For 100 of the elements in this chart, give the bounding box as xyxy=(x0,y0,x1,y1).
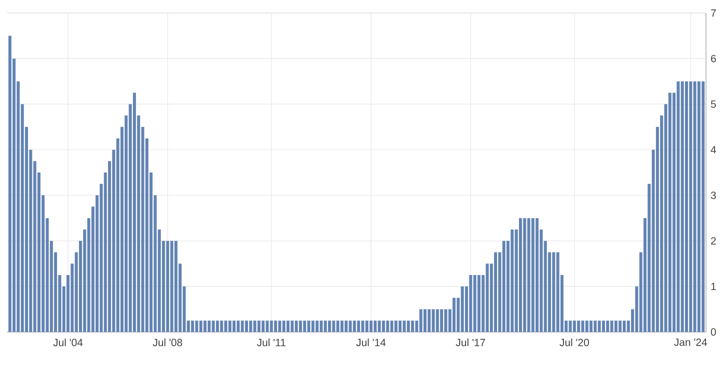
bar xyxy=(572,320,576,332)
bar xyxy=(204,320,206,332)
bar xyxy=(245,320,248,332)
bar xyxy=(282,320,286,332)
bar xyxy=(452,298,456,332)
bar xyxy=(316,320,319,332)
bar xyxy=(602,320,605,332)
bar xyxy=(274,320,278,332)
bar xyxy=(262,320,265,332)
bar xyxy=(556,252,560,332)
bar xyxy=(249,320,252,332)
bar xyxy=(606,320,610,332)
bar xyxy=(590,320,593,332)
bar xyxy=(477,275,480,332)
bar xyxy=(473,275,476,332)
bar xyxy=(332,320,336,332)
bar xyxy=(552,252,556,332)
x-tick-label: Jan '24 xyxy=(674,338,708,346)
bar xyxy=(298,320,302,332)
bar xyxy=(132,92,136,332)
x-tick-label: Jul '17 xyxy=(456,338,486,346)
bar xyxy=(336,320,340,332)
bar xyxy=(311,320,314,332)
bar xyxy=(240,320,244,332)
bar xyxy=(419,309,422,332)
bar xyxy=(424,309,426,332)
bar xyxy=(693,81,696,332)
bar xyxy=(411,320,414,332)
bar xyxy=(502,240,506,332)
y-tick-label: 2 xyxy=(711,237,716,245)
bar xyxy=(697,81,700,332)
bar xyxy=(494,252,498,332)
bar xyxy=(440,309,444,332)
x-tick-label: Jul '08 xyxy=(152,338,182,346)
bar xyxy=(523,218,526,332)
bar xyxy=(702,81,705,332)
y-tick-label: 4 xyxy=(710,146,716,154)
bar xyxy=(174,240,178,332)
y-tick-label: 3 xyxy=(710,192,716,199)
bar xyxy=(348,320,352,332)
bar xyxy=(386,320,390,332)
x-tick-label: Jul '20 xyxy=(560,338,589,346)
bar xyxy=(436,309,439,332)
x-tick-label: Jul '04 xyxy=(53,338,83,346)
bar xyxy=(166,240,170,332)
bar xyxy=(352,320,356,332)
bar xyxy=(406,320,410,332)
bar xyxy=(527,218,530,332)
bar xyxy=(170,240,174,332)
bar xyxy=(232,320,236,332)
bar xyxy=(577,320,580,332)
bar xyxy=(510,229,514,332)
bar xyxy=(320,320,323,332)
bar xyxy=(286,320,290,332)
bar xyxy=(518,218,522,332)
bar xyxy=(216,320,219,332)
bar xyxy=(568,320,572,332)
bar xyxy=(398,320,402,332)
bar xyxy=(390,320,394,332)
bar xyxy=(8,36,12,332)
bar xyxy=(680,81,684,332)
bar xyxy=(668,92,672,332)
y-tick-label: 7 xyxy=(711,9,716,17)
bar xyxy=(622,320,626,332)
bar xyxy=(460,286,464,332)
bar xyxy=(220,320,224,332)
bar xyxy=(370,320,373,332)
bar xyxy=(610,320,614,332)
x-tick-label: Jul '14 xyxy=(356,338,386,346)
bar xyxy=(374,320,377,332)
bar xyxy=(689,81,692,332)
bar xyxy=(361,320,364,332)
bar xyxy=(324,320,327,332)
bar xyxy=(294,320,298,332)
bar xyxy=(340,320,344,332)
bar xyxy=(536,218,539,332)
y-tick-label: 1 xyxy=(711,282,716,290)
bar xyxy=(614,320,618,332)
bar xyxy=(270,320,273,332)
bar xyxy=(382,320,385,332)
bar xyxy=(228,320,232,332)
bar xyxy=(307,320,310,332)
bar xyxy=(290,320,294,332)
bar xyxy=(598,320,601,332)
bar xyxy=(581,320,584,332)
bar xyxy=(378,320,381,332)
bar xyxy=(344,320,348,332)
x-tick-label: Jul '11 xyxy=(257,338,286,346)
bar xyxy=(365,320,368,332)
y-tick-label: 5 xyxy=(710,100,716,108)
bar xyxy=(676,81,680,332)
y-tick-label: 0 xyxy=(710,328,716,336)
bar xyxy=(357,320,360,332)
bar xyxy=(685,81,688,332)
bar xyxy=(402,320,406,332)
bar xyxy=(195,320,198,332)
bar xyxy=(257,320,260,332)
bar xyxy=(303,320,306,332)
bar xyxy=(594,320,597,332)
bar xyxy=(199,320,202,332)
